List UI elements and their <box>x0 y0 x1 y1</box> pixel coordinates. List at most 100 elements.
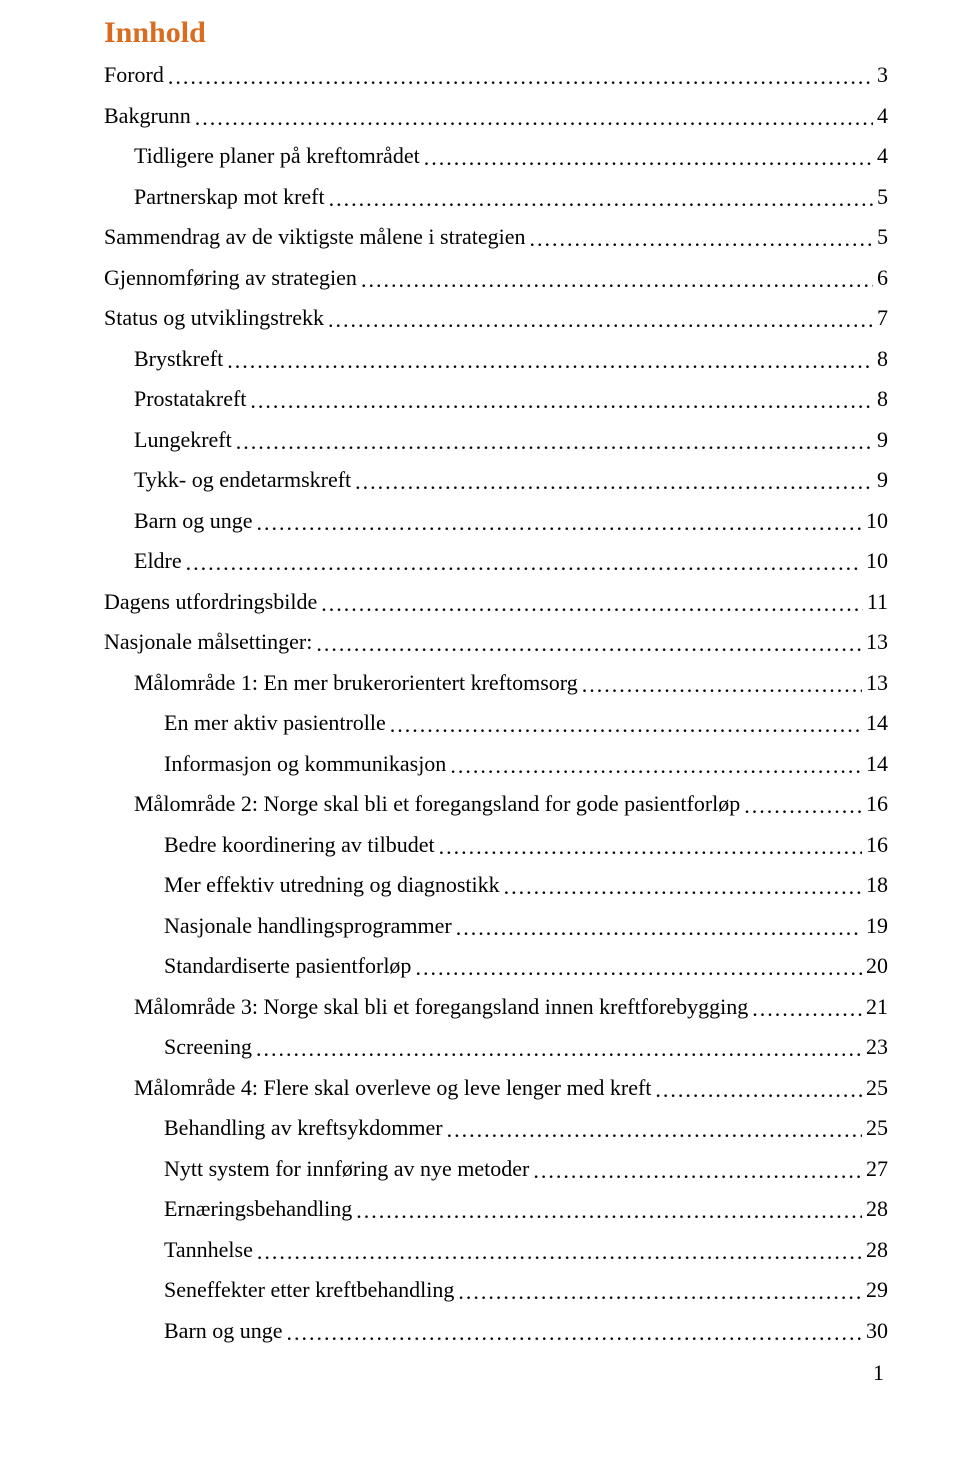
toc-dot-leader <box>168 66 873 88</box>
toc-entry[interactable]: Gjennomføring av strategien6 <box>104 267 888 289</box>
toc-entry-page: 13 <box>866 631 888 653</box>
toc-list: Forord 3 Bakgrunn4 Tidligere planer på kref… <box>104 64 888 1342</box>
toc-entry[interactable]: Partnerskap mot kreft5 <box>104 186 888 208</box>
toc-entry[interactable]: Nasjonale målsettinger: 13 <box>104 631 888 653</box>
toc-entry[interactable]: Seneffekter etter kreftbehandling 29 <box>104 1279 888 1301</box>
toc-entry[interactable]: Bedre koordinering av tilbudet16 <box>104 834 888 856</box>
toc-dot-leader <box>236 431 873 453</box>
toc-entry[interactable]: Nasjonale handlingsprogrammer19 <box>104 915 888 937</box>
toc-entry[interactable]: Barn og unge10 <box>104 510 888 532</box>
toc-entry-label: Eldre <box>134 550 182 572</box>
toc-entry[interactable]: Barn og unge30 <box>104 1320 888 1342</box>
toc-entry[interactable]: Sammendrag av de viktigste målene i stra… <box>104 226 888 248</box>
toc-entry[interactable]: Nytt system for innføring av nye metoder… <box>104 1158 888 1180</box>
toc-dot-leader <box>250 390 873 412</box>
toc-dot-leader <box>424 147 873 169</box>
toc-dot-leader <box>256 1038 862 1060</box>
toc-entry-label: Målområde 2: Norge skal bli et foregangs… <box>134 793 740 815</box>
toc-entry[interactable]: Dagens utfordringsbilde 11 <box>104 591 888 613</box>
toc-dot-leader <box>450 755 862 777</box>
page-number: 1 <box>104 1360 888 1386</box>
toc-entry[interactable]: Behandling av kreftsykdommer25 <box>104 1117 888 1139</box>
toc-entry[interactable]: Tidligere planer på kreftområdet4 <box>104 145 888 167</box>
toc-dot-leader <box>744 795 862 817</box>
toc-entry[interactable]: Ernæringsbehandling 28 <box>104 1198 888 1220</box>
toc-entry-label: Tykk- og endetarmskreft <box>134 469 351 491</box>
toc-entry[interactable]: Eldre10 <box>104 550 888 572</box>
toc-entry-page: 27 <box>866 1158 888 1180</box>
toc-entry[interactable]: Prostatakreft8 <box>104 388 888 410</box>
toc-entry-page: 28 <box>866 1239 888 1261</box>
toc-entry-label: Målområde 3: Norge skal bli et foregangs… <box>134 996 748 1018</box>
toc-entry-label: Informasjon og kommunikasjon <box>164 753 446 775</box>
toc-entry[interactable]: Lungekreft9 <box>104 429 888 451</box>
toc-dot-leader <box>321 593 863 615</box>
document-page: Innhold Forord 3 Bakgrunn4 Tidligere planer… <box>0 0 960 1416</box>
toc-dot-leader <box>316 633 862 655</box>
toc-entry-page: 29 <box>866 1279 888 1301</box>
toc-entry-page: 3 <box>877 64 888 86</box>
toc-entry[interactable]: Tannhelse 28 <box>104 1239 888 1261</box>
toc-entry-label: Nasjonale målsettinger: <box>104 631 312 653</box>
toc-entry-label: Nytt system for innføring av nye metoder <box>164 1158 529 1180</box>
toc-title: Innhold <box>104 16 888 50</box>
toc-dot-leader <box>195 107 873 129</box>
toc-dot-leader <box>504 876 862 898</box>
toc-entry[interactable]: Målområde 1: En mer brukerorientert kref… <box>104 672 888 694</box>
toc-dot-leader <box>456 917 862 939</box>
toc-entry-label: Forord <box>104 64 164 86</box>
toc-entry[interactable]: Mer effektiv utredning og diagnostikk18 <box>104 874 888 896</box>
toc-entry-label: Standardiserte pasientforløp <box>164 955 411 977</box>
toc-dot-leader <box>533 1160 862 1182</box>
toc-entry-label: Barn og unge <box>134 510 253 532</box>
toc-entry[interactable]: Forord 3 <box>104 64 888 86</box>
toc-dot-leader <box>328 309 873 331</box>
toc-entry-label: Screening <box>164 1036 252 1058</box>
toc-dot-leader <box>287 1322 862 1344</box>
toc-entry-page: 14 <box>866 753 888 775</box>
toc-entry[interactable]: Informasjon og kommunikasjon 14 <box>104 753 888 775</box>
toc-entry-page: 14 <box>866 712 888 734</box>
toc-entry-label: Ernæringsbehandling <box>164 1198 352 1220</box>
toc-entry-label: Seneffekter etter kreftbehandling <box>164 1279 454 1301</box>
toc-entry-label: Brystkreft <box>134 348 223 370</box>
toc-dot-leader <box>458 1281 862 1303</box>
toc-entry-label: Tidligere planer på kreftområdet <box>134 145 420 167</box>
toc-entry[interactable]: Screening23 <box>104 1036 888 1058</box>
toc-entry-label: Status og utviklingstrekk <box>104 307 324 329</box>
toc-entry-page: 16 <box>866 793 888 815</box>
toc-entry-label: Behandling av kreftsykdommer <box>164 1117 443 1139</box>
toc-entry[interactable]: Standardiserte pasientforløp20 <box>104 955 888 977</box>
toc-entry[interactable]: Tykk- og endetarmskreft 9 <box>104 469 888 491</box>
toc-dot-leader <box>227 350 873 372</box>
toc-dot-leader <box>355 471 873 493</box>
toc-entry[interactable]: Status og utviklingstrekk7 <box>104 307 888 329</box>
toc-entry[interactable]: En mer aktiv pasientrolle 14 <box>104 712 888 734</box>
toc-dot-leader <box>361 269 873 291</box>
toc-entry-page: 9 <box>877 469 888 491</box>
toc-entry-label: Dagens utfordringsbilde <box>104 591 317 613</box>
toc-entry-page: 19 <box>866 915 888 937</box>
toc-entry-label: Målområde 4: Flere skal overleve og leve… <box>134 1077 651 1099</box>
toc-dot-leader <box>257 1241 862 1263</box>
toc-dot-leader <box>356 1200 862 1222</box>
toc-entry-page: 21 <box>866 996 888 1018</box>
toc-dot-leader <box>530 228 873 250</box>
toc-entry-page: 28 <box>866 1198 888 1220</box>
toc-entry-label: Tannhelse <box>164 1239 253 1261</box>
toc-entry-label: Bakgrunn <box>104 105 191 127</box>
toc-entry[interactable]: Bakgrunn4 <box>104 105 888 127</box>
toc-entry[interactable]: Målområde 3: Norge skal bli et foregangs… <box>104 996 888 1018</box>
toc-entry-page: 25 <box>866 1077 888 1099</box>
toc-entry[interactable]: Målområde 4: Flere skal overleve og leve… <box>104 1077 888 1099</box>
toc-entry-label: Lungekreft <box>134 429 232 451</box>
toc-dot-leader <box>439 836 862 858</box>
toc-entry[interactable]: Målområde 2: Norge skal bli et foregangs… <box>104 793 888 815</box>
toc-entry[interactable]: Brystkreft8 <box>104 348 888 370</box>
toc-entry-label: En mer aktiv pasientrolle <box>164 712 386 734</box>
toc-entry-page: 11 <box>867 591 888 613</box>
toc-entry-label: Bedre koordinering av tilbudet <box>164 834 435 856</box>
toc-dot-leader <box>257 512 862 534</box>
toc-dot-leader <box>752 998 862 1020</box>
toc-entry-label: Målområde 1: En mer brukerorientert kref… <box>134 672 578 694</box>
